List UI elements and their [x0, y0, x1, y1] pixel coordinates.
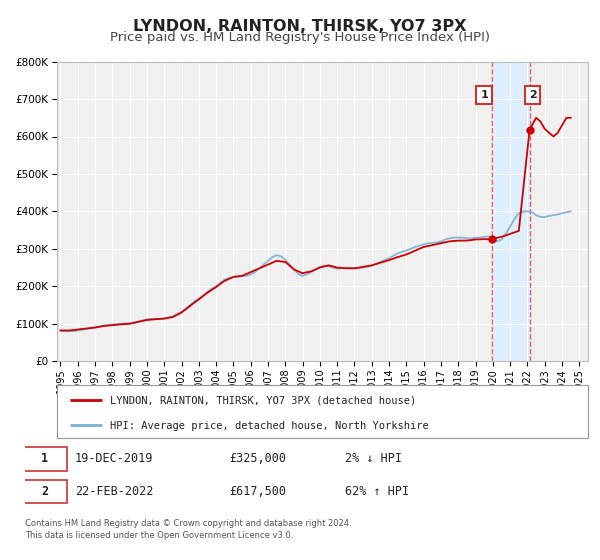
FancyBboxPatch shape	[57, 385, 588, 438]
Text: 1: 1	[41, 452, 48, 465]
Text: 22-FEB-2022: 22-FEB-2022	[75, 485, 153, 498]
Bar	[492, 62, 530, 361]
Text: HPI: Average price, detached house, North Yorkshire: HPI: Average price, detached house, Nort…	[110, 421, 429, 431]
Text: LYNDON, RAINTON, THIRSK, YO7 3PX (detached house): LYNDON, RAINTON, THIRSK, YO7 3PX (detach…	[110, 396, 416, 405]
Text: 19-DEC-2019: 19-DEC-2019	[75, 452, 153, 465]
Text: £617,500: £617,500	[229, 485, 286, 498]
Text: 62% ↑ HPI: 62% ↑ HPI	[346, 485, 409, 498]
FancyBboxPatch shape	[22, 447, 67, 471]
Text: 2: 2	[41, 485, 48, 498]
Text: 2: 2	[529, 90, 536, 100]
FancyBboxPatch shape	[22, 479, 67, 503]
Text: LYNDON, RAINTON, THIRSK, YO7 3PX: LYNDON, RAINTON, THIRSK, YO7 3PX	[133, 19, 467, 34]
Text: £325,000: £325,000	[229, 452, 286, 465]
Text: 1: 1	[481, 90, 488, 100]
Text: 2% ↓ HPI: 2% ↓ HPI	[346, 452, 403, 465]
Text: Price paid vs. HM Land Registry's House Price Index (HPI): Price paid vs. HM Land Registry's House …	[110, 31, 490, 44]
Text: This data is licensed under the Open Government Licence v3.0.: This data is licensed under the Open Gov…	[25, 531, 293, 540]
Text: Contains HM Land Registry data © Crown copyright and database right 2024.: Contains HM Land Registry data © Crown c…	[25, 520, 352, 529]
